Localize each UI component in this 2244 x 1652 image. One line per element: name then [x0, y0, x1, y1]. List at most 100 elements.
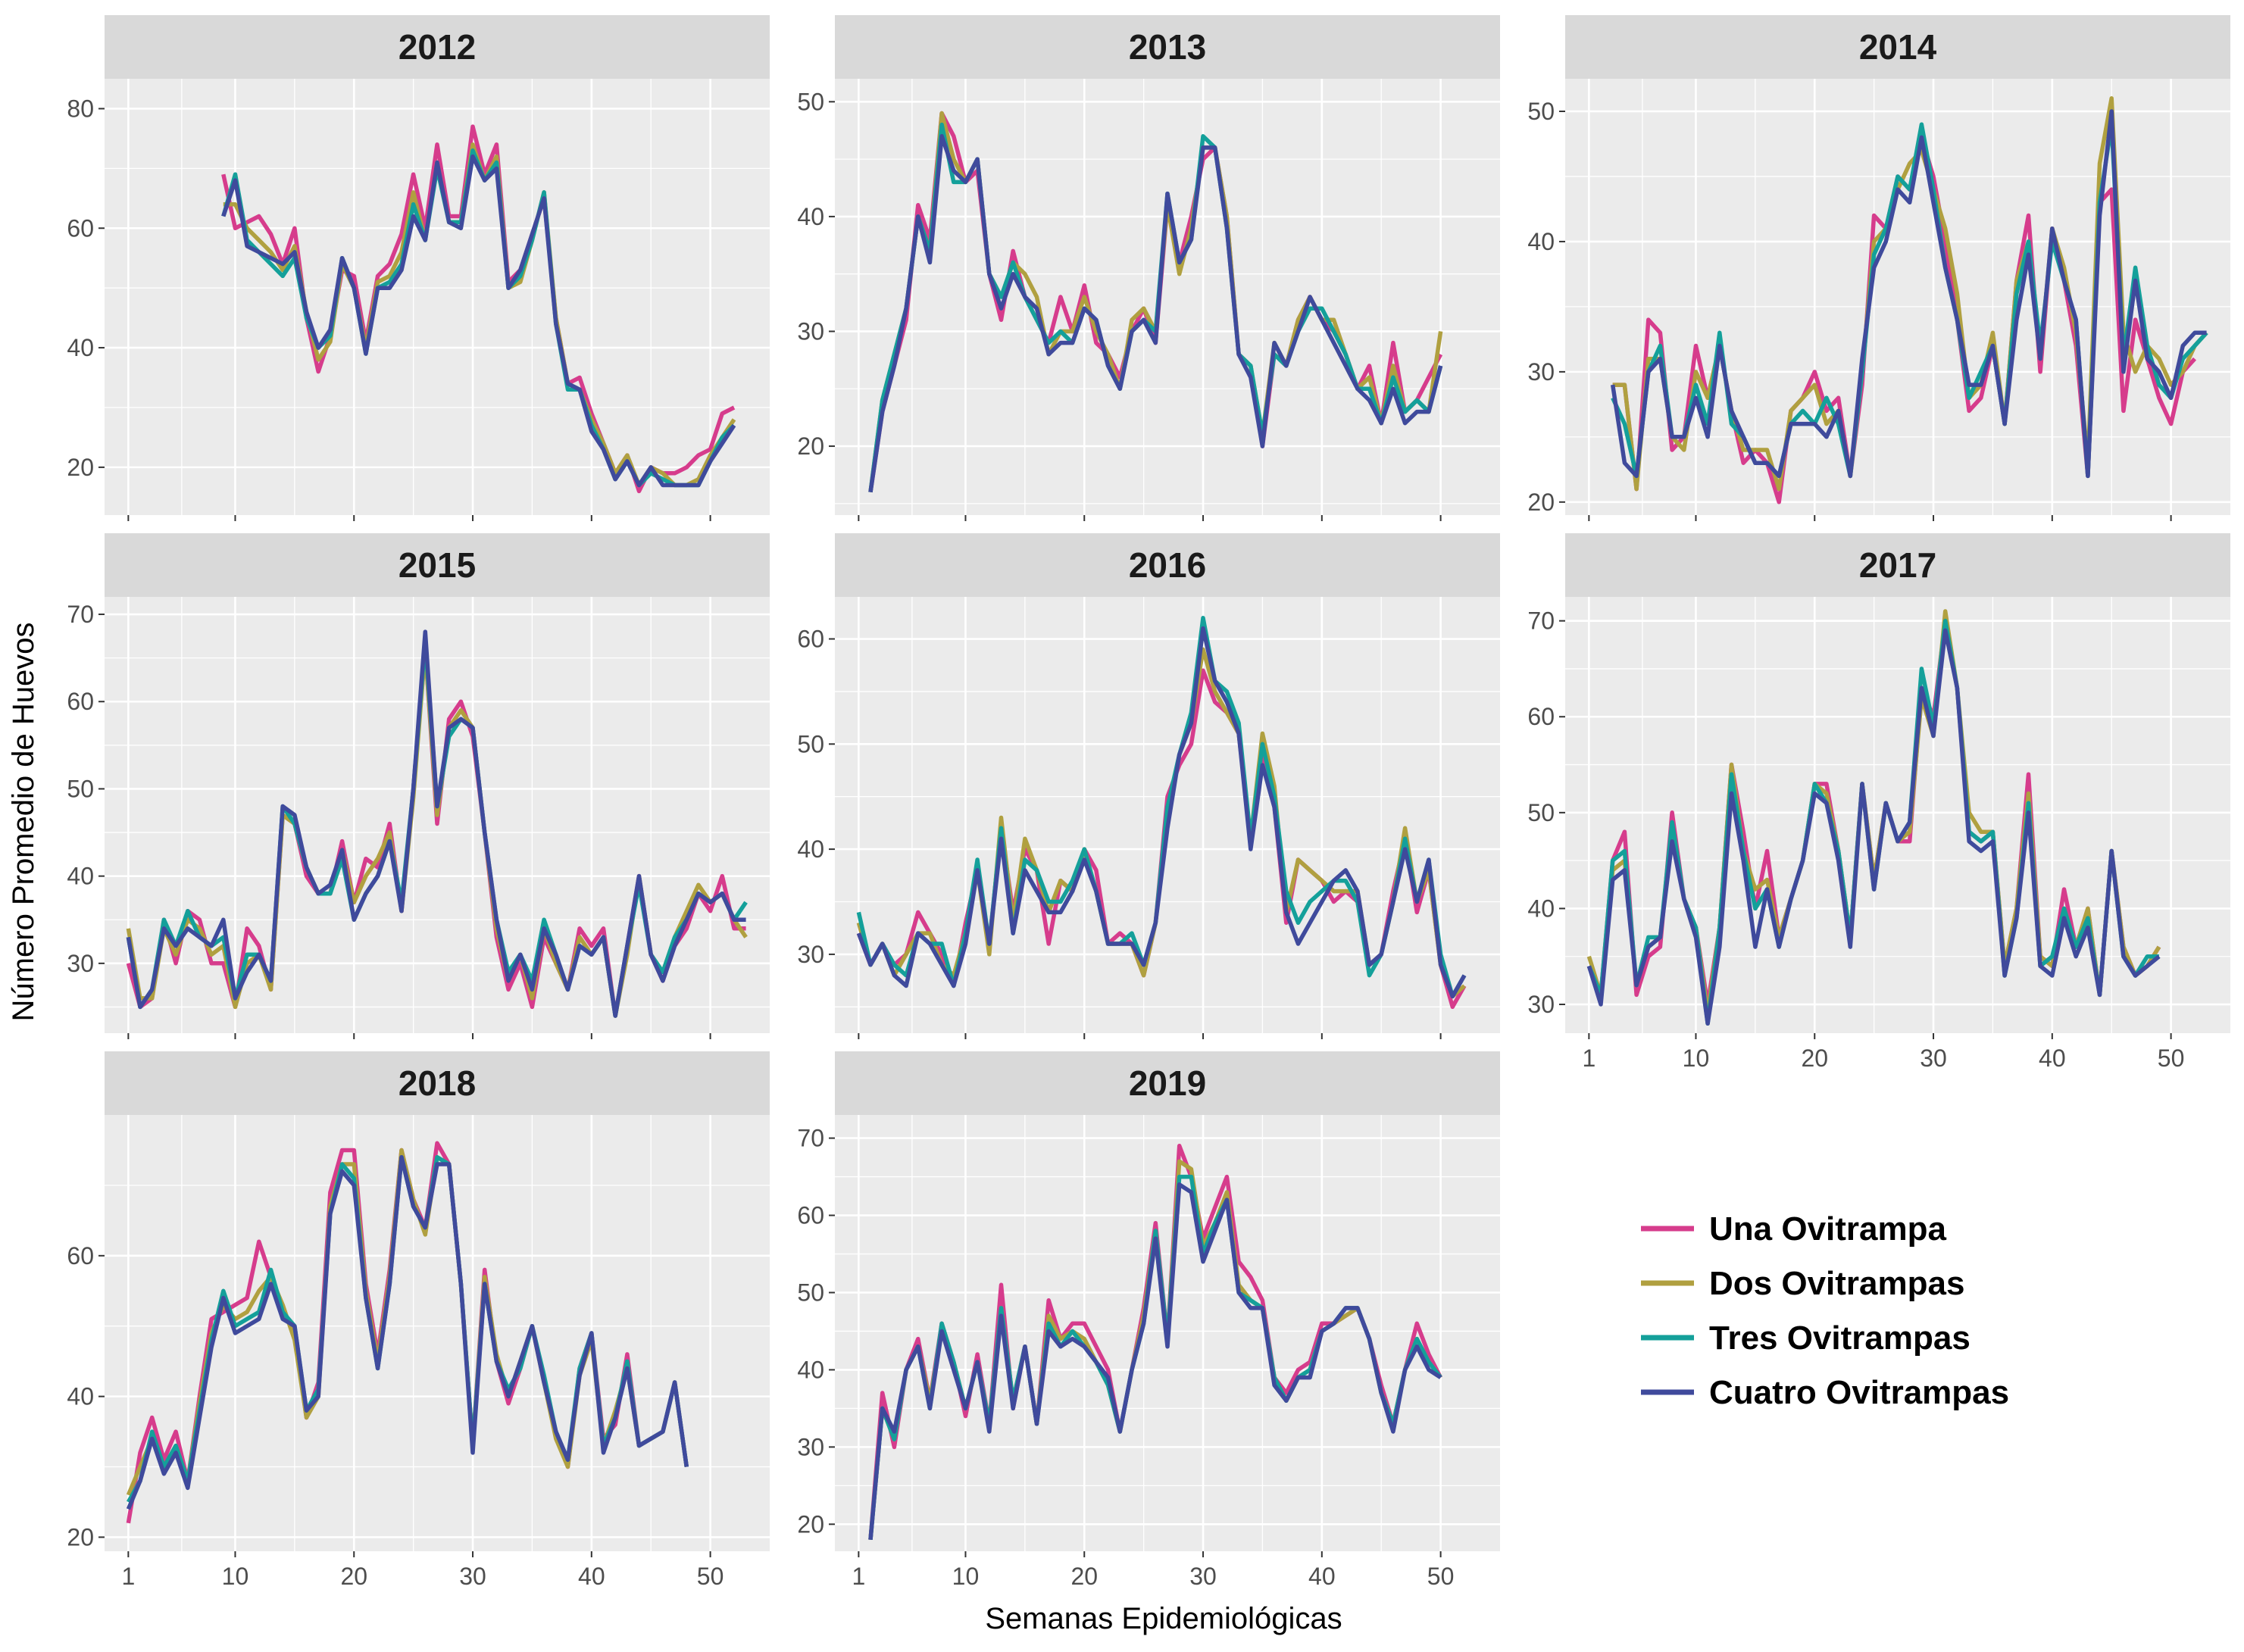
- y-tick-label: 60: [67, 688, 94, 715]
- legend-label: Dos Ovitrampas: [1709, 1265, 1964, 1302]
- y-tick-label: 40: [797, 203, 824, 230]
- y-tick-label: 30: [797, 1433, 824, 1460]
- facet-label: 2015: [398, 545, 476, 585]
- x-tick-label: 10: [222, 1563, 249, 1590]
- x-tick-label: 40: [1308, 1563, 1336, 1590]
- series-line-cuatro-ovitrampas: [868, 134, 1443, 493]
- y-tick-label: 70: [797, 1125, 824, 1152]
- panel-2016: 2016 30 40 50 60: [797, 533, 1500, 1039]
- x-tick-label: 10: [952, 1563, 980, 1590]
- y-tick-label: 20: [1527, 489, 1555, 516]
- series-line-cuatro-ovitrampas: [868, 1182, 1442, 1540]
- series-line-cuatro-ovitrampas: [1610, 109, 2207, 479]
- facet-strip: [105, 15, 770, 79]
- y-tick-label: 60: [797, 1202, 824, 1229]
- y-tick-label: 50: [1527, 799, 1555, 826]
- y-tick-label: 30: [67, 950, 94, 977]
- x-tick-label: 40: [578, 1563, 605, 1590]
- y-tick-label: 30: [797, 317, 824, 345]
- x-tick-label: 50: [2158, 1045, 2185, 1072]
- y-axis-title: Número Promedio de Huevos: [7, 623, 40, 1022]
- legend-item: Una Ovitrampa: [1641, 1210, 1947, 1248]
- x-tick-label: 30: [1920, 1045, 1947, 1072]
- y-tick-label: 30: [797, 941, 824, 968]
- y-tick-label: 20: [797, 1510, 824, 1538]
- y-tick-label: 40: [797, 835, 824, 863]
- y-tick-label: 40: [67, 1383, 94, 1410]
- facet-strip: [1565, 15, 2230, 79]
- x-tick-label: 20: [1070, 1563, 1098, 1590]
- legend-item: Tres Ovitrampas: [1641, 1319, 1971, 1357]
- facet-strip: [835, 15, 1500, 79]
- legend-item: Dos Ovitrampas: [1641, 1265, 1964, 1302]
- x-tick-label: 30: [1189, 1563, 1217, 1590]
- series-line-cuatro-ovitrampas: [1586, 628, 2161, 1026]
- panel-2013: 2013 20 30 40 50: [797, 15, 1500, 521]
- facet-strip: [105, 1051, 770, 1115]
- y-tick-label: 30: [1527, 358, 1555, 386]
- legend-label: Tres Ovitrampas: [1709, 1319, 1971, 1357]
- y-tick-label: 40: [797, 1356, 824, 1383]
- panel-2015: 2015 30 40 50 60 70: [67, 533, 770, 1039]
- panel-background: [105, 1115, 770, 1551]
- y-tick-label: 40: [1527, 228, 1555, 255]
- series-line-cuatro-ovitrampas: [126, 1154, 689, 1510]
- y-tick-label: 60: [67, 1242, 94, 1269]
- facet-label: 2019: [1129, 1063, 1206, 1103]
- panel-background: [1565, 597, 2230, 1033]
- x-tick-label: 1: [121, 1563, 135, 1590]
- x-tick-label: 10: [1683, 1045, 1710, 1072]
- facet-strip: [835, 1051, 1500, 1115]
- legend-label: Una Ovitrampa: [1709, 1210, 1947, 1248]
- y-tick-label: 50: [1527, 98, 1555, 125]
- x-tick-label: 1: [1582, 1045, 1595, 1072]
- y-tick-label: 40: [67, 863, 94, 890]
- legend: Una Ovitrampa Dos Ovitrampas Tres Ovitramp…: [1641, 1210, 2009, 1411]
- y-tick-label: 70: [67, 601, 94, 628]
- facet-label: 2016: [1129, 545, 1206, 585]
- y-tick-label: 50: [797, 1279, 824, 1306]
- facet-label: 2013: [1129, 27, 1206, 67]
- panel-background: [835, 79, 1500, 515]
- legend-item: Cuatro Ovitrampas: [1641, 1374, 2009, 1411]
- panel-2014: 2014 20 30 40 50: [1527, 15, 2230, 521]
- panel-2012: 2012 20 40 60 80: [67, 15, 770, 521]
- chart-panels: 2012204060802013203040502014203040502015…: [67, 15, 2230, 1590]
- facet-label: 2012: [398, 27, 476, 67]
- y-tick-label: 20: [67, 1523, 94, 1551]
- facet-strip: [1565, 533, 2230, 597]
- y-tick-label: 70: [1527, 607, 1555, 635]
- facet-label: 2014: [1859, 27, 1937, 67]
- x-tick-label: 20: [1801, 1045, 1828, 1072]
- x-tick-label: 20: [340, 1563, 367, 1590]
- series-line-cuatro-ovitrampas: [856, 626, 1467, 999]
- y-tick-label: 50: [67, 775, 94, 802]
- y-tick-label: 20: [797, 433, 824, 460]
- x-tick-label: 30: [459, 1563, 486, 1590]
- y-tick-label: 60: [797, 626, 824, 653]
- facet-strip: [835, 533, 1500, 597]
- facet-strip: [105, 533, 770, 597]
- y-tick-label: 80: [67, 95, 94, 122]
- panel-2017: 2017 30 40 50 60 70 1 10 20 30 40 50: [1527, 533, 2230, 1072]
- facet-label: 2017: [1859, 545, 1936, 585]
- y-tick-label: 60: [1527, 703, 1555, 730]
- series-line-cuatro-ovitrampas: [221, 154, 736, 488]
- y-tick-label: 50: [797, 88, 824, 115]
- series-line-cuatro-ovitrampas: [126, 629, 746, 1018]
- y-tick-label: 40: [1527, 895, 1555, 922]
- x-axis-title: Semanas Epidemiológicas: [985, 1602, 1342, 1635]
- panel-2019: 2019 20 30 40 50 60 70 1 10 20 30 40 50: [797, 1051, 1500, 1590]
- x-tick-label: 1: [852, 1563, 865, 1590]
- panel-2018: 2018 20 40 60 1 10 20 30 40 50: [67, 1051, 770, 1590]
- facet-label: 2018: [398, 1063, 476, 1103]
- y-tick-label: 50: [797, 730, 824, 757]
- y-tick-label: 60: [67, 214, 94, 242]
- y-tick-label: 30: [1527, 991, 1555, 1018]
- x-tick-label: 50: [697, 1563, 724, 1590]
- x-tick-label: 50: [1427, 1563, 1455, 1590]
- y-tick-label: 20: [67, 454, 94, 481]
- legend-label: Cuatro Ovitrampas: [1709, 1374, 2009, 1411]
- y-tick-label: 40: [67, 334, 94, 361]
